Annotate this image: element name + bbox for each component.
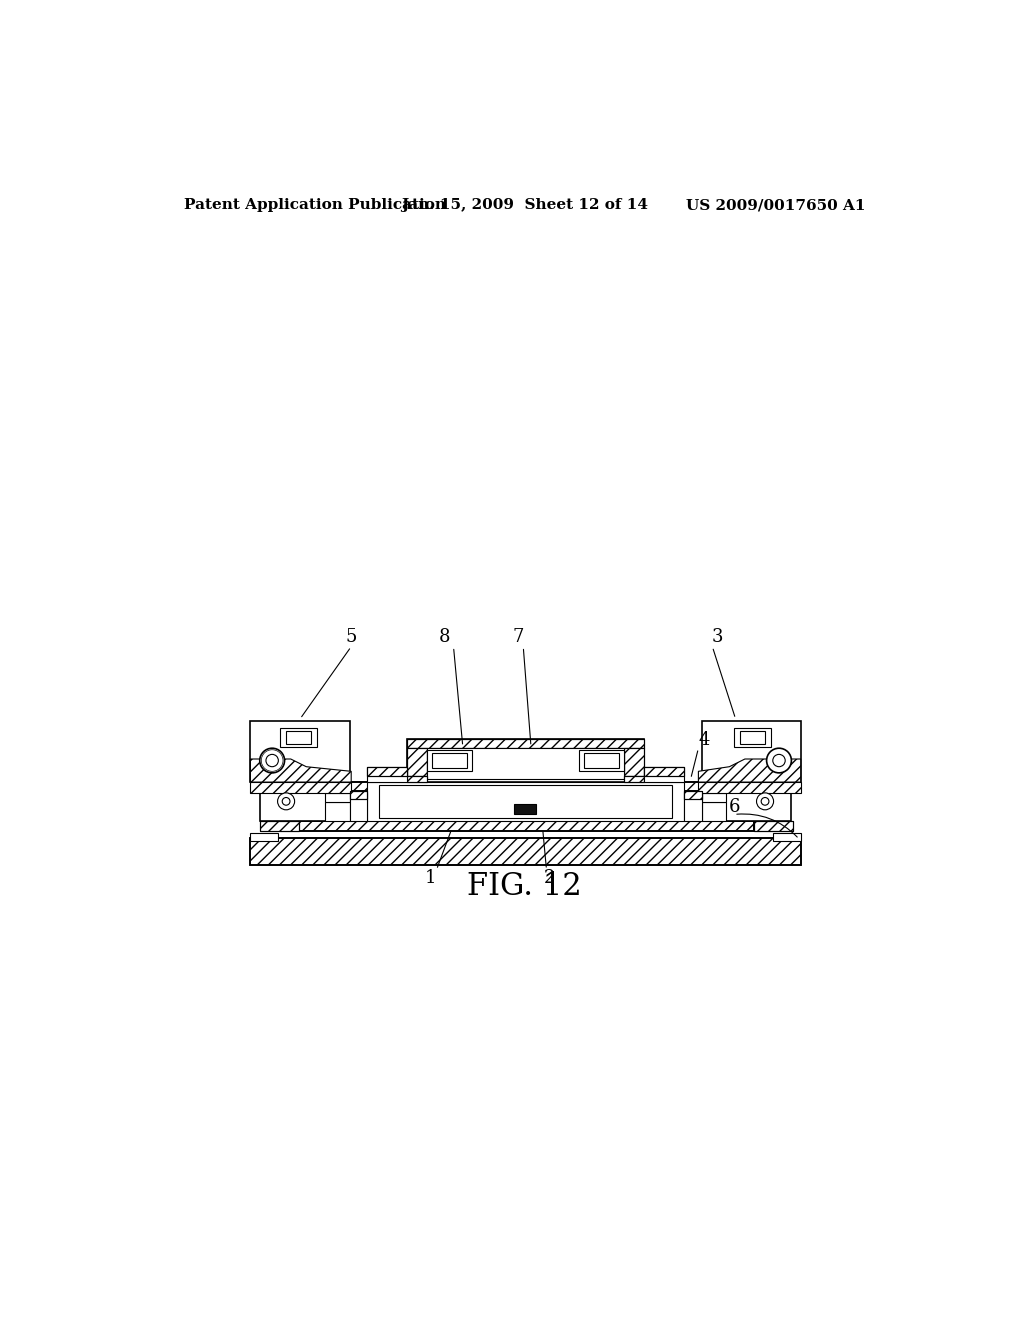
Text: US 2009/0017650 A1: US 2009/0017650 A1 xyxy=(686,198,866,213)
Bar xyxy=(407,776,427,781)
Bar xyxy=(755,784,793,789)
Bar xyxy=(684,792,701,799)
Bar xyxy=(584,752,620,768)
Bar xyxy=(367,781,684,821)
Circle shape xyxy=(761,797,769,805)
Polygon shape xyxy=(251,759,351,781)
Text: 8: 8 xyxy=(438,628,450,647)
Bar xyxy=(407,739,644,748)
Bar xyxy=(684,792,701,799)
Polygon shape xyxy=(251,781,351,793)
Text: Jan. 15, 2009  Sheet 12 of 14: Jan. 15, 2009 Sheet 12 of 14 xyxy=(401,198,648,213)
Bar xyxy=(407,739,644,748)
Bar xyxy=(407,739,644,781)
Bar xyxy=(684,793,701,821)
Bar xyxy=(251,721,349,781)
Text: 5: 5 xyxy=(345,628,357,647)
Bar xyxy=(299,821,755,832)
Bar xyxy=(624,776,644,781)
Bar xyxy=(427,750,472,771)
Text: 3: 3 xyxy=(712,628,723,647)
Bar xyxy=(701,793,726,803)
Bar xyxy=(325,793,349,803)
Bar xyxy=(260,784,299,789)
Bar xyxy=(349,793,367,821)
Text: 6: 6 xyxy=(728,797,739,816)
Bar xyxy=(734,729,771,747)
Text: 1: 1 xyxy=(425,869,436,887)
FancyArrowPatch shape xyxy=(737,814,798,837)
Bar xyxy=(251,838,801,866)
Bar xyxy=(367,767,407,781)
Text: Patent Application Publication: Patent Application Publication xyxy=(183,198,445,213)
Bar xyxy=(286,731,311,743)
Bar xyxy=(407,748,427,776)
Bar xyxy=(514,804,536,814)
Bar xyxy=(260,784,299,789)
Text: FIG. 12: FIG. 12 xyxy=(467,871,583,902)
Bar xyxy=(349,792,367,799)
Circle shape xyxy=(260,748,285,774)
Bar xyxy=(251,833,279,841)
Bar xyxy=(755,821,793,832)
Bar xyxy=(773,833,801,841)
Bar xyxy=(299,781,755,792)
Text: 7: 7 xyxy=(513,628,524,647)
Bar xyxy=(427,748,624,779)
Circle shape xyxy=(266,755,279,767)
Circle shape xyxy=(757,793,773,810)
Bar xyxy=(624,776,644,781)
Circle shape xyxy=(767,748,792,774)
Bar xyxy=(432,752,467,768)
Bar xyxy=(579,750,624,771)
Bar xyxy=(367,767,407,776)
Circle shape xyxy=(773,755,785,767)
Bar xyxy=(755,784,793,789)
Bar xyxy=(755,821,793,832)
Polygon shape xyxy=(698,781,801,793)
Text: 4: 4 xyxy=(699,731,711,748)
Bar xyxy=(407,776,427,781)
Bar xyxy=(701,781,792,821)
Bar xyxy=(701,803,726,821)
Bar xyxy=(260,821,299,832)
Bar xyxy=(644,767,684,776)
Bar xyxy=(299,821,755,832)
Bar xyxy=(379,785,672,817)
Bar xyxy=(260,781,349,821)
Bar xyxy=(407,748,427,776)
Bar xyxy=(325,803,349,821)
Bar xyxy=(367,767,407,776)
Bar xyxy=(260,821,299,832)
Circle shape xyxy=(283,797,290,805)
Bar xyxy=(299,781,755,792)
Bar xyxy=(740,731,765,743)
Bar xyxy=(624,748,644,776)
Polygon shape xyxy=(698,759,801,781)
Circle shape xyxy=(278,793,295,810)
Bar xyxy=(701,721,801,781)
Bar xyxy=(644,767,684,781)
Bar xyxy=(251,838,801,866)
Bar xyxy=(349,792,367,799)
Bar xyxy=(644,767,684,776)
Bar xyxy=(280,729,317,747)
Bar xyxy=(624,748,644,776)
Text: 2: 2 xyxy=(544,869,555,887)
